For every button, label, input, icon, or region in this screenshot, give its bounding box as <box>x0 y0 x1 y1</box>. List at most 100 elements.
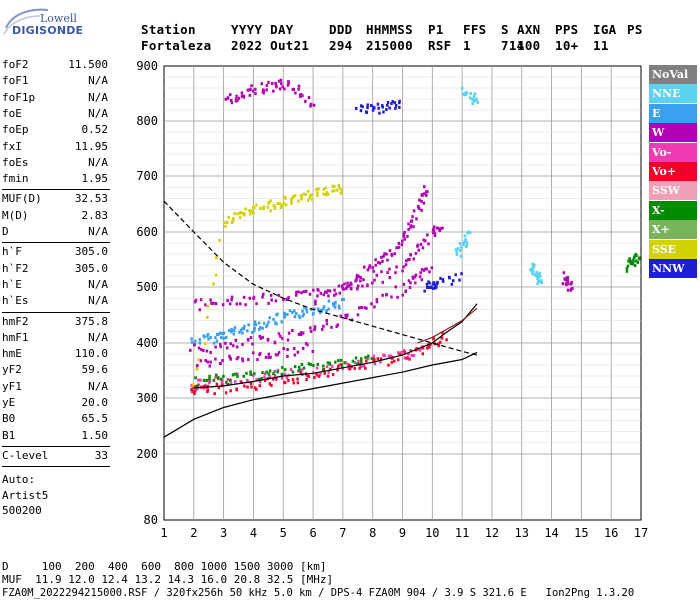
param-row-hmf1: hmF1 N/A <box>2 331 108 347</box>
param-label: foEp <box>2 123 29 137</box>
data-point <box>273 374 277 378</box>
data-point <box>283 87 286 91</box>
data-point <box>199 359 203 363</box>
header-value-1: 2022 Out21 <box>231 38 310 53</box>
data-point <box>336 323 340 327</box>
footer-file-line: FZA0M_2022294215000.RSF / 320fx256h 50 k… <box>2 587 635 599</box>
data-point <box>221 303 225 307</box>
data-point <box>252 211 255 215</box>
x-tick-label: 3 <box>220 526 227 540</box>
data-point <box>266 338 270 342</box>
data-point <box>251 342 254 346</box>
data-point <box>346 313 349 317</box>
header-label-9: IGA <box>593 22 617 37</box>
data-point <box>380 104 384 108</box>
legend-item-noval: NoVal <box>649 65 697 84</box>
data-point <box>227 215 230 219</box>
data-point <box>226 96 230 100</box>
autoscaling-line: 500200 <box>2 504 42 518</box>
data-point <box>228 354 231 358</box>
data-point <box>571 286 574 290</box>
data-point <box>390 253 394 257</box>
data-point <box>299 95 302 99</box>
data-point <box>388 267 391 271</box>
data-point <box>438 227 441 231</box>
legend-item-vo-: Vo- <box>649 142 697 162</box>
data-point <box>304 99 307 103</box>
data-point <box>312 311 315 315</box>
y-tick-label: 80 <box>144 513 158 527</box>
data-point <box>254 87 257 91</box>
data-point <box>472 94 476 98</box>
data-point <box>251 205 255 209</box>
data-point <box>309 104 312 108</box>
data-point <box>259 206 262 210</box>
data-point <box>190 340 194 344</box>
data-point <box>206 388 210 392</box>
data-point <box>360 359 363 363</box>
param-row-d: D N/A <box>2 225 108 241</box>
param-value: 305.0 <box>74 245 108 259</box>
data-point <box>438 229 442 233</box>
x-tick-label: 16 <box>604 526 618 540</box>
param-row-md: M(D) 2.83 <box>2 209 108 225</box>
x-tick-label: 4 <box>250 526 257 540</box>
param-label: B1 <box>2 428 16 442</box>
data-point <box>625 266 629 270</box>
data-point <box>212 378 216 382</box>
data-point <box>230 327 233 331</box>
data-point <box>239 211 243 215</box>
data-point <box>253 320 257 324</box>
data-point <box>298 316 302 320</box>
data-point <box>337 284 341 288</box>
legend-item-x-: X- <box>649 200 697 220</box>
data-point <box>406 258 410 262</box>
data-point <box>382 254 385 258</box>
data-point <box>322 293 325 297</box>
data-point <box>328 289 332 293</box>
data-point <box>360 357 363 361</box>
data-point <box>249 382 253 386</box>
data-point <box>385 108 388 112</box>
param-label: C-level <box>2 448 49 462</box>
data-point <box>208 379 212 383</box>
param-row-b1: B1 1.50 <box>2 429 108 445</box>
data-point <box>363 306 367 310</box>
data-point <box>400 350 403 354</box>
data-point <box>400 243 404 247</box>
data-point <box>431 228 435 232</box>
data-point <box>340 188 343 192</box>
data-point <box>296 377 299 381</box>
data-point <box>420 268 424 272</box>
data-point <box>455 252 459 256</box>
data-point <box>274 83 278 87</box>
data-point <box>281 85 284 89</box>
data-point <box>220 332 224 336</box>
data-point <box>366 268 370 272</box>
data-point <box>337 363 341 367</box>
data-point <box>562 271 566 275</box>
data-point <box>322 192 325 196</box>
data-point <box>309 102 313 106</box>
data-point <box>403 230 406 234</box>
param-row-fof1: foF1 N/A <box>2 74 108 90</box>
data-point <box>341 286 344 290</box>
data-point <box>286 83 290 87</box>
autoscaling-line: Artist5 <box>2 488 49 502</box>
data-point <box>266 323 269 327</box>
data-point <box>286 348 289 352</box>
data-point <box>426 190 429 194</box>
header-value-3: 215000 <box>366 38 413 53</box>
data-point <box>296 381 300 385</box>
data-point <box>232 373 235 377</box>
data-point <box>197 378 200 382</box>
data-point <box>398 353 401 357</box>
data-point <box>424 267 427 271</box>
data-point <box>372 269 375 273</box>
header-value-4: RSF <box>428 38 452 53</box>
y-tick-label: 500 <box>136 280 158 294</box>
param-value: 20.0 <box>81 396 109 409</box>
data-point <box>291 329 294 333</box>
data-point <box>366 103 369 107</box>
data-point <box>316 288 319 292</box>
